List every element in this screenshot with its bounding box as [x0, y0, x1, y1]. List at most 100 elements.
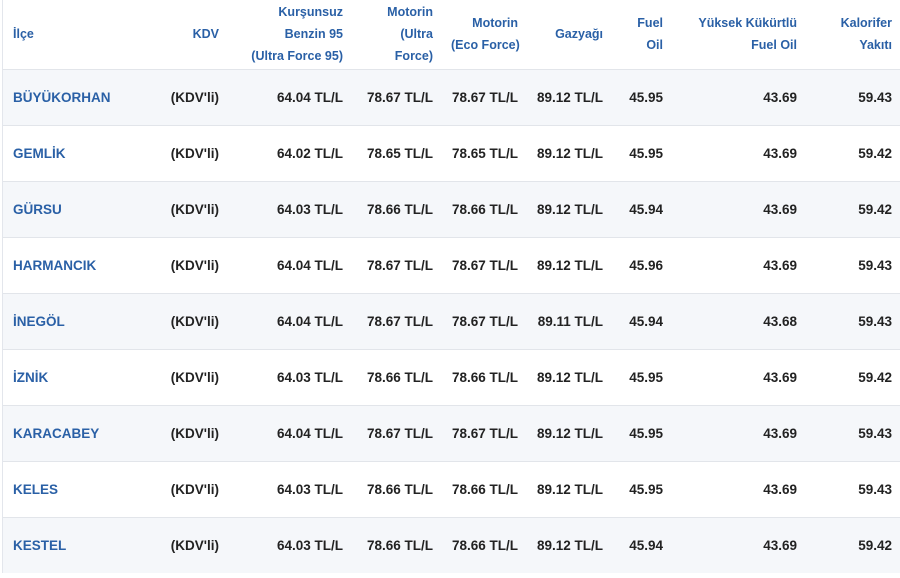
motorin-ultra-force-price: 78.66 TL/L — [352, 516, 442, 573]
district-link[interactable]: BÜYÜKORHAN — [13, 89, 111, 105]
kursunsuz-benzin-95-price: 64.04 TL/L — [228, 68, 352, 125]
gazyagi-price: 89.12 TL/L — [527, 348, 612, 405]
gazyagi-price: 89.11 TL/L — [527, 292, 612, 349]
kalorifer-yakiti-price: 59.42 — [806, 180, 900, 237]
gazyagi-price: 89.12 TL/L — [527, 460, 612, 517]
kursunsuz-benzin-95-price: 64.04 TL/L — [228, 236, 352, 293]
header-kdv-line: KDV — [192, 27, 219, 42]
header-motorin-ultra-force-line: Motorin — [387, 5, 433, 20]
motorin-ultra-force-price: 78.67 TL/L — [352, 404, 442, 461]
header-motorin-ultra-force-line: (Ultra — [400, 27, 433, 42]
table-body: BÜYÜKORHAN (KDV'li) 64.04 TL/L 78.67 TL/L 78… — [3, 68, 900, 573]
header-row: İlçe KDV Kurşunsuz Benzin 95 (Ultra Force 95… — [3, 0, 900, 69]
header-motorin-ultra-force: Motorin (Ultra Force) — [352, 0, 442, 69]
kursunsuz-benzin-95-price: 64.03 TL/L — [228, 348, 352, 405]
header-kalorifer-yakiti-line: Kalorifer — [840, 16, 892, 31]
yuksek-kukurtlu-fuel-oil-price: 43.69 — [672, 348, 806, 405]
district-link[interactable]: GÜRSU — [13, 201, 62, 217]
district-link[interactable]: KELES — [13, 481, 59, 497]
kursunsuz-benzin-95-price: 64.04 TL/L — [228, 404, 352, 461]
kdv-cell: (KDV'li) — [130, 292, 228, 349]
header-ilce: İlçe — [3, 0, 130, 69]
district-link[interactable]: KESTEL — [13, 537, 67, 553]
table-row: KELES (KDV'li) 64.03 TL/L 78.66 TL/L 78.66 T… — [3, 460, 900, 517]
district-link[interactable]: İZNİK — [13, 369, 49, 385]
kursunsuz-benzin-95-price: 64.03 TL/L — [228, 460, 352, 517]
motorin-ultra-force-price: 78.67 TL/L — [352, 292, 442, 349]
yuksek-kukurtlu-fuel-oil-price: 43.69 — [672, 516, 806, 573]
fuel-oil-price: 45.94 — [612, 292, 672, 349]
fuel-oil-price: 45.95 — [612, 348, 672, 405]
gazyagi-price: 89.12 TL/L — [527, 236, 612, 293]
header-ilce-line: İlçe — [13, 27, 34, 42]
motorin-ultra-force-price: 78.67 TL/L — [352, 236, 442, 293]
fuel-oil-price: 45.96 — [612, 236, 672, 293]
header-motorin-eco-force-line: Motorin — [472, 16, 518, 31]
header-yuksek-kukurtlu-fuel-oil-line: Fuel Oil — [751, 38, 797, 53]
header-gazyagi: Gazyağı — [527, 0, 612, 69]
yuksek-kukurtlu-fuel-oil-price: 43.69 — [672, 460, 806, 517]
motorin-eco-force-price: 78.65 TL/L — [442, 124, 527, 181]
kursunsuz-benzin-95-price: 64.03 TL/L — [228, 516, 352, 573]
district-link[interactable]: GEMLİK — [13, 145, 66, 161]
gazyagi-price: 89.12 TL/L — [527, 404, 612, 461]
header-fuel-oil: Fuel Oil — [612, 0, 672, 69]
fuel-oil-price: 45.95 — [612, 460, 672, 517]
district-cell: HARMANCIK — [3, 236, 130, 293]
kalorifer-yakiti-price: 59.43 — [806, 292, 900, 349]
district-cell: GÜRSU — [3, 180, 130, 237]
kursunsuz-benzin-95-price: 64.02 TL/L — [228, 124, 352, 181]
header-kursunsuz-benzin-95: Kurşunsuz Benzin 95 (Ultra Force 95) — [228, 0, 352, 69]
kursunsuz-benzin-95-price: 64.03 TL/L — [228, 180, 352, 237]
header-motorin-ultra-force-line: Force) — [394, 49, 433, 64]
header-fuel-oil-line: Oil — [646, 38, 663, 53]
motorin-eco-force-price: 78.66 TL/L — [442, 180, 527, 237]
motorin-ultra-force-price: 78.65 TL/L — [352, 124, 442, 181]
motorin-ultra-force-price: 78.66 TL/L — [352, 180, 442, 237]
table-header: İlçe KDV Kurşunsuz Benzin 95 (Ultra Force 95… — [3, 0, 900, 69]
motorin-eco-force-price: 78.67 TL/L — [442, 292, 527, 349]
kalorifer-yakiti-price: 59.43 — [806, 236, 900, 293]
gazyagi-price: 89.12 TL/L — [527, 68, 612, 125]
motorin-eco-force-price: 78.66 TL/L — [442, 516, 527, 573]
district-cell: BÜYÜKORHAN — [3, 68, 130, 125]
kdv-cell: (KDV'li) — [130, 348, 228, 405]
motorin-eco-force-price: 78.66 TL/L — [442, 348, 527, 405]
district-link[interactable]: KARACABEY — [13, 425, 100, 441]
header-yuksek-kukurtlu-fuel-oil: Yüksek Kükürtlü Fuel Oil — [672, 0, 806, 69]
table-row: BÜYÜKORHAN (KDV'li) 64.04 TL/L 78.67 TL/L 78… — [3, 68, 900, 125]
yuksek-kukurtlu-fuel-oil-price: 43.69 — [672, 180, 806, 237]
header-fuel-oil-line: Fuel — [637, 16, 663, 31]
district-cell: KARACABEY — [3, 404, 130, 461]
kalorifer-yakiti-price: 59.42 — [806, 516, 900, 573]
fuel-oil-price: 45.94 — [612, 180, 672, 237]
motorin-ultra-force-price: 78.67 TL/L — [352, 68, 442, 125]
header-gazyagi-line: Gazyağı — [555, 27, 603, 42]
district-cell: KESTEL — [3, 516, 130, 573]
district-link[interactable]: HARMANCIK — [13, 257, 97, 273]
header-kursunsuz-benzin-95-line: Kurşunsuz — [278, 5, 343, 20]
table-row: GEMLİK (KDV'li) 64.02 TL/L 78.65 TL/L 78.65 … — [3, 124, 900, 181]
yuksek-kukurtlu-fuel-oil-price: 43.69 — [672, 236, 806, 293]
table-row: GÜRSU (KDV'li) 64.03 TL/L 78.66 TL/L 78.66 T… — [3, 180, 900, 237]
yuksek-kukurtlu-fuel-oil-price: 43.69 — [672, 404, 806, 461]
district-cell: GEMLİK — [3, 124, 130, 181]
kdv-cell: (KDV'li) — [130, 516, 228, 573]
kdv-cell: (KDV'li) — [130, 124, 228, 181]
kdv-cell: (KDV'li) — [130, 460, 228, 517]
fuel-oil-price: 45.95 — [612, 404, 672, 461]
header-kursunsuz-benzin-95-line: Benzin 95 — [284, 27, 343, 42]
kalorifer-yakiti-price: 59.42 — [806, 124, 900, 181]
header-motorin-eco-force-line: (Eco Force) — [451, 38, 520, 53]
table-row: İZNİK (KDV'li) 64.03 TL/L 78.66 TL/L 78.66 T… — [3, 348, 900, 405]
kalorifer-yakiti-price: 59.43 — [806, 404, 900, 461]
table-row: HARMANCIK (KDV'li) 64.04 TL/L 78.67 TL/L 78.… — [3, 236, 900, 293]
yuksek-kukurtlu-fuel-oil-price: 43.69 — [672, 68, 806, 125]
header-kalorifer-yakiti-line: Yakıtı — [859, 38, 892, 53]
fuel-oil-price: 45.95 — [612, 68, 672, 125]
gazyagi-price: 89.12 TL/L — [527, 124, 612, 181]
table-row: İNEGÖL (KDV'li) 64.04 TL/L 78.67 TL/L 78.67 … — [3, 292, 900, 349]
header-kalorifer-yakiti: Kalorifer Yakıtı — [806, 0, 900, 69]
district-link[interactable]: İNEGÖL — [13, 313, 65, 329]
